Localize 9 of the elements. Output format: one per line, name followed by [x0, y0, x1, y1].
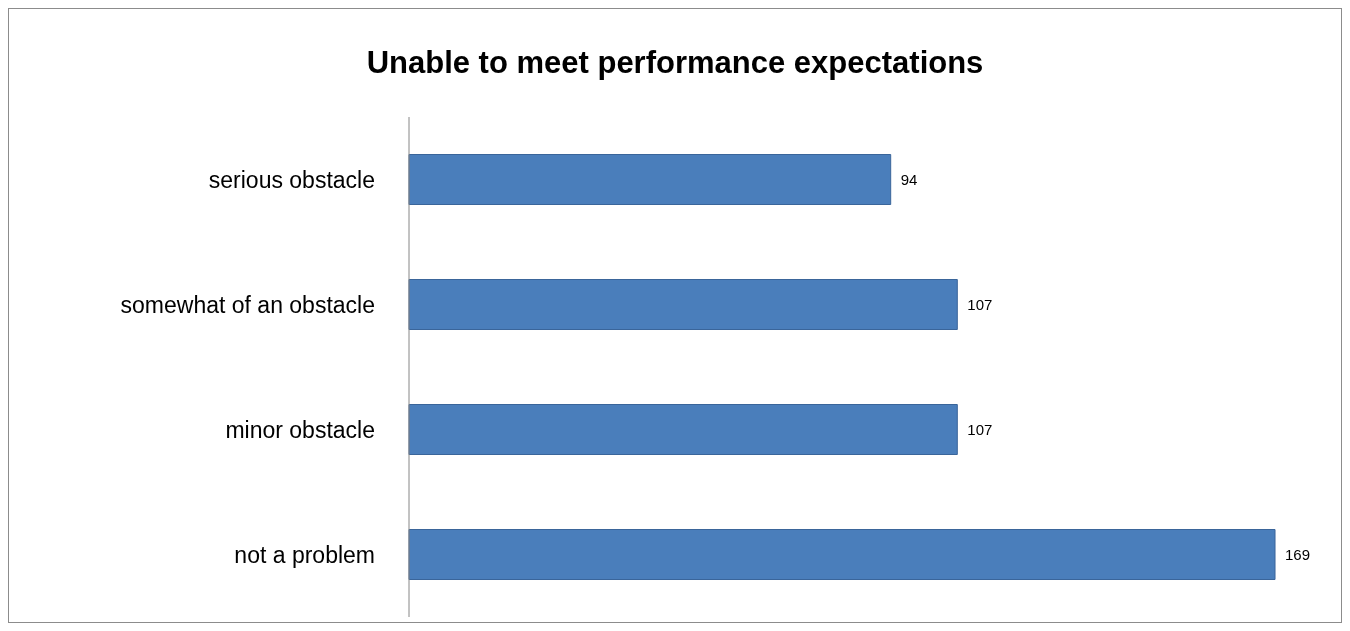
y-tick-label: serious obstacle: [208, 166, 375, 193]
y-tick-label: somewhat of an obstacle: [120, 291, 375, 318]
data-label: 169: [1285, 545, 1311, 563]
y-tick-label: not a problem: [234, 541, 375, 568]
data-label: 107: [967, 295, 993, 313]
data-label: 107: [967, 420, 993, 438]
chart-title: Unable to meet performance expectations: [365, 45, 985, 81]
y-tick-label: minor obstacle: [225, 416, 375, 443]
data-label: 94: [900, 170, 918, 188]
